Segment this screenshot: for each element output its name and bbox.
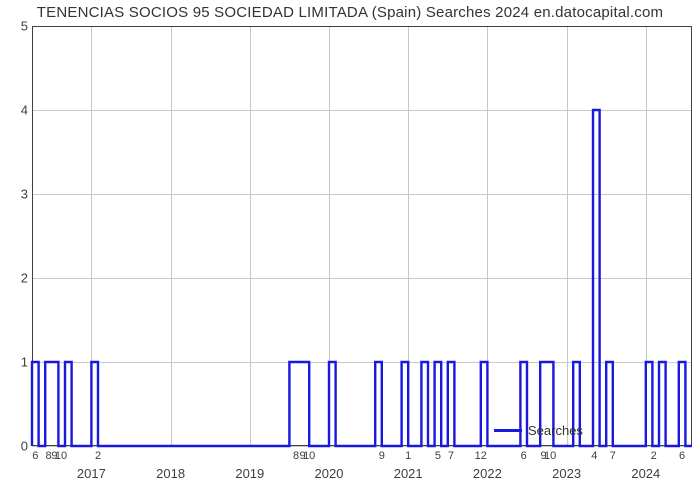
xtick-major-label: 2021 [394, 466, 423, 481]
chart-container: { "chart": { "type": "line", "title": "T… [0, 0, 700, 500]
xtick-minor-label: 6 [32, 450, 38, 462]
xtick-major-label: 2020 [315, 466, 344, 481]
xtick-major-label: 2022 [473, 466, 502, 481]
legend-swatch [494, 429, 522, 432]
ytick-label: 1 [14, 355, 28, 370]
xtick-minor-label: 5 [435, 450, 441, 462]
xtick-minor-label: 8 [293, 450, 299, 462]
xtick-minor-label: 2 [651, 450, 657, 462]
xtick-minor-label: 4 [591, 450, 597, 462]
xtick-minor-label: 2 [95, 450, 101, 462]
xtick-major-label: 2018 [156, 466, 185, 481]
chart-title: TENENCIAS SOCIOS 95 SOCIEDAD LIMITADA (S… [0, 4, 700, 21]
ytick-label: 4 [14, 103, 28, 118]
series-line [32, 26, 692, 446]
xtick-minor-label: 12 [475, 450, 487, 462]
xtick-major-label: 2023 [552, 466, 581, 481]
xtick-major-label: 2024 [631, 466, 660, 481]
xtick-major-label: 2017 [77, 466, 106, 481]
legend-label: Searches [528, 423, 583, 438]
xtick-minor-label: 6 [521, 450, 527, 462]
xtick-minor-label: 10 [303, 450, 315, 462]
ytick-label: 0 [14, 439, 28, 454]
xtick-major-label: 2019 [235, 466, 264, 481]
plot-area: Searches [32, 26, 692, 446]
xtick-minor-label: 9 [379, 450, 385, 462]
xtick-minor-label: 1 [405, 450, 411, 462]
xtick-minor-label: 6 [679, 450, 685, 462]
xtick-minor-label: 7 [448, 450, 454, 462]
ytick-label: 5 [14, 19, 28, 34]
ytick-label: 2 [14, 271, 28, 286]
legend: Searches [494, 423, 583, 438]
xtick-minor-label: 10 [55, 450, 67, 462]
xtick-minor-label: 10 [544, 450, 556, 462]
xtick-minor-label: 7 [610, 450, 616, 462]
ytick-label: 3 [14, 187, 28, 202]
